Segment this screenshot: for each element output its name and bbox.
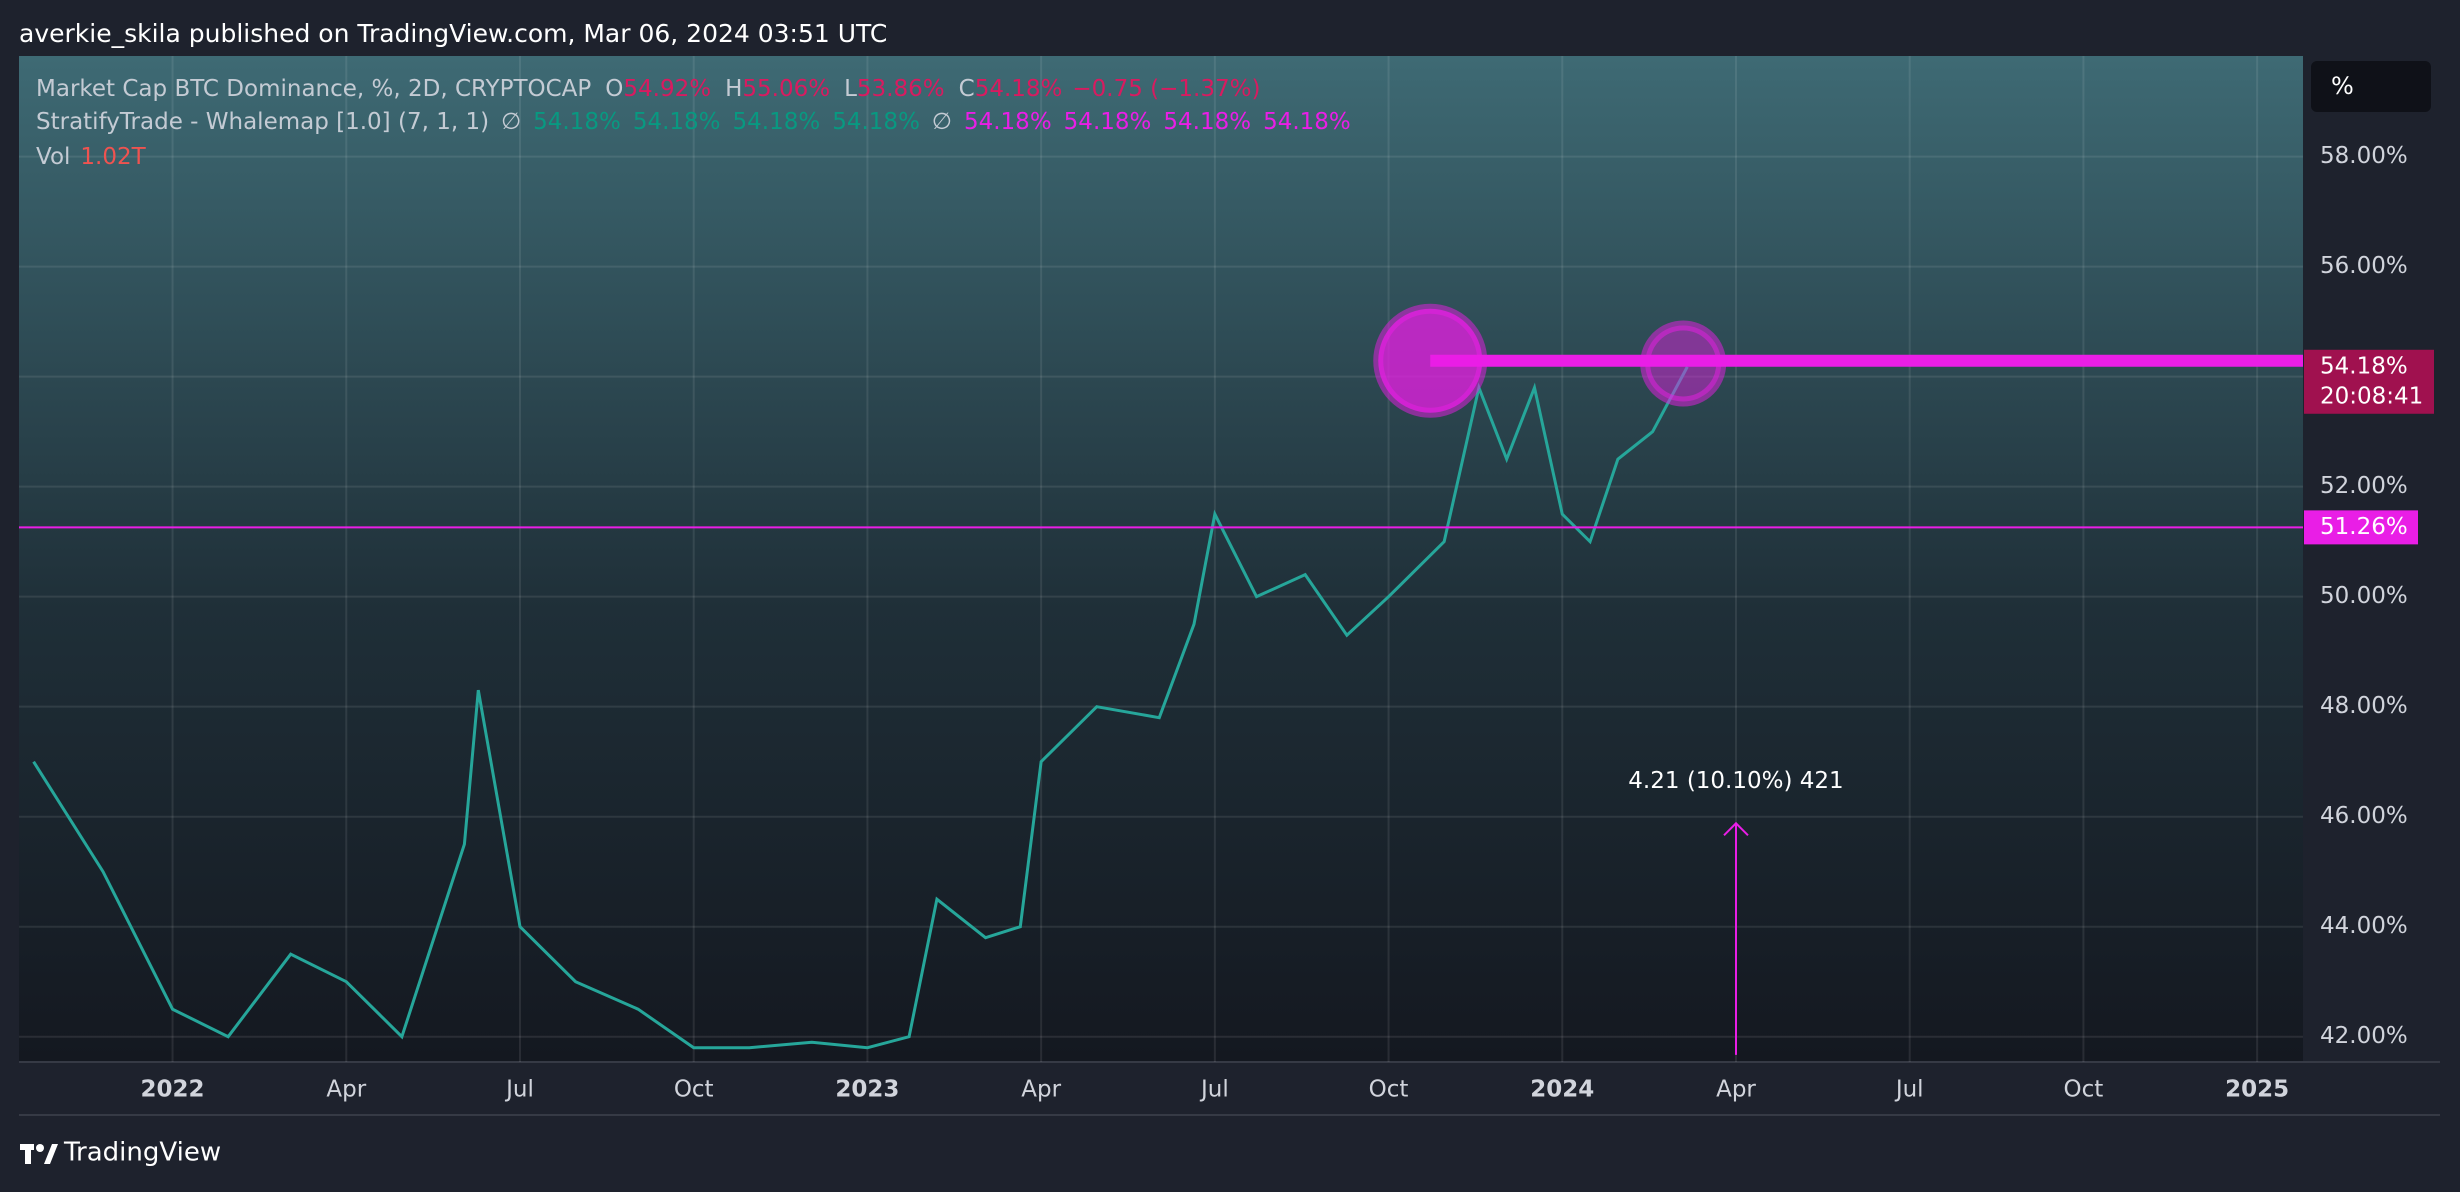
x-tick-label: Oct bbox=[674, 1077, 714, 1103]
legend-item: 54.18% bbox=[1163, 109, 1251, 135]
legend-item: 54.18% bbox=[1064, 109, 1152, 135]
legend-item: Vol bbox=[36, 144, 70, 170]
plot-area bbox=[19, 56, 2303, 1062]
legend-row: Vol 1.02T bbox=[36, 144, 147, 170]
x-tick-label: Jul bbox=[1894, 1077, 1924, 1103]
price-label: 54.18% bbox=[2320, 353, 2408, 379]
legend-row: Market Cap BTC Dominance, %, 2D, CRYPTOC… bbox=[36, 76, 1260, 102]
footer-brand: TradingView bbox=[63, 1138, 221, 1168]
x-tick-label: Apr bbox=[1021, 1077, 1061, 1103]
x-tick-label: 2025 bbox=[2225, 1077, 2289, 1103]
legend-item: 54.18% bbox=[975, 76, 1063, 102]
price-label: 51.26% bbox=[2320, 514, 2408, 540]
legend-item: 54.18% bbox=[633, 109, 721, 135]
x-tick-label: Jul bbox=[1199, 1077, 1229, 1103]
legend-item: 54.18% bbox=[1263, 109, 1351, 135]
legend-item: 54.18% bbox=[832, 109, 920, 135]
price-axis bbox=[2303, 56, 2440, 1062]
unit-label: % bbox=[2331, 72, 2354, 100]
y-tick-label: 56.00% bbox=[2320, 253, 2408, 279]
measure-head bbox=[1723, 821, 1749, 836]
legend-item: H bbox=[725, 76, 742, 102]
x-tick-label: 2023 bbox=[835, 1077, 899, 1103]
countdown: 20:08:41 bbox=[2320, 383, 2423, 409]
legend-item: 54.18% bbox=[964, 109, 1052, 135]
legend-item: 55.06% bbox=[742, 76, 830, 102]
legend-item: 1.02T bbox=[80, 144, 146, 170]
price-line bbox=[32, 366, 1689, 1050]
legend-row: StratifyTrade - Whalemap [1.0] (7, 1, 1)… bbox=[36, 109, 1351, 135]
y-tick-label: 52.00% bbox=[2320, 473, 2408, 499]
whale-marker bbox=[1640, 320, 1727, 407]
x-tick-label: Apr bbox=[1716, 1077, 1756, 1103]
y-tick-label: 42.00% bbox=[2320, 1023, 2408, 1049]
y-tick-label: 46.00% bbox=[2320, 803, 2408, 829]
legend-item: 54.18% bbox=[533, 109, 621, 135]
price-label-bg bbox=[2304, 510, 2418, 545]
legend-item: Market Cap BTC Dominance, %, 2D, CRYPTOC… bbox=[36, 76, 591, 102]
x-tick-label: Apr bbox=[326, 1077, 366, 1103]
y-tick-label: 48.00% bbox=[2320, 693, 2408, 719]
whale-marker bbox=[1373, 303, 1488, 418]
legend-item: 54.92% bbox=[623, 76, 711, 102]
x-tick-label: Oct bbox=[2064, 1077, 2104, 1103]
y-tick-label: 58.00% bbox=[2320, 143, 2408, 169]
y-tick-label: 44.00% bbox=[2320, 913, 2408, 939]
x-tick-label: Jul bbox=[504, 1077, 534, 1103]
header: averkie_skila published on TradingView.c… bbox=[19, 19, 887, 48]
x-tick-label: 2022 bbox=[141, 1077, 205, 1103]
x-tick-label: Oct bbox=[1369, 1077, 1409, 1103]
x-tick-label: 2024 bbox=[1530, 1077, 1594, 1103]
legend-item: C bbox=[959, 76, 975, 102]
legend-item: StratifyTrade - Whalemap [1.0] (7, 1, 1) bbox=[36, 109, 489, 135]
legend-item: 53.86% bbox=[857, 76, 945, 102]
legend-item: 54.18% bbox=[733, 109, 821, 135]
legend-item: ∅ bbox=[501, 109, 521, 135]
legend-item: ∅ bbox=[932, 109, 952, 135]
price-label-bg bbox=[2304, 349, 2434, 414]
measure-label: 4.21 (10.10%) 421 bbox=[1628, 768, 1843, 794]
legend-item: −0.75 (−1.37%) bbox=[1072, 76, 1260, 102]
y-tick-label: 50.00% bbox=[2320, 583, 2408, 609]
legend-item: L bbox=[844, 76, 857, 102]
unit-button[interactable] bbox=[2311, 61, 2431, 112]
legend-item: O bbox=[605, 76, 623, 102]
logo bbox=[20, 1144, 58, 1164]
